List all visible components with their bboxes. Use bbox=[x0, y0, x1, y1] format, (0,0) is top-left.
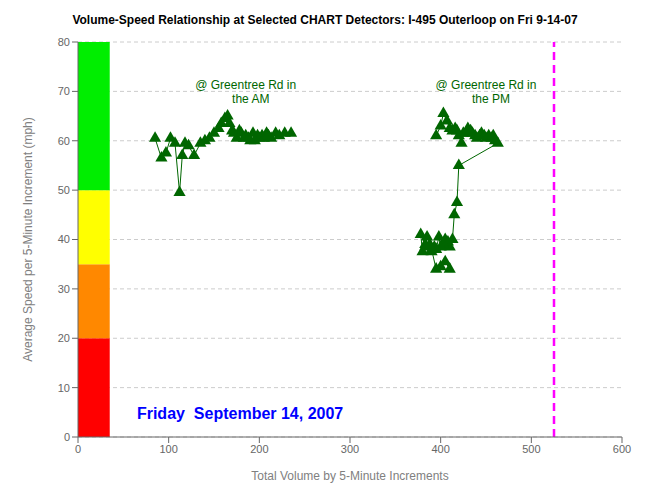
svg-text:@ Greentree Rd in the PM: @ Greentree Rd in the PM bbox=[436, 78, 537, 106]
svg-text:400: 400 bbox=[431, 443, 449, 455]
svg-text:0: 0 bbox=[75, 443, 81, 455]
svg-text:600: 600 bbox=[613, 443, 631, 455]
svg-text:300: 300 bbox=[341, 443, 359, 455]
svg-text:0: 0 bbox=[64, 431, 70, 443]
svg-text:70: 70 bbox=[58, 85, 70, 97]
html-text:Volume-Speed Relationship at S: Volume-Speed Relationship at Selected CH… bbox=[72, 13, 578, 27]
svg-text:100: 100 bbox=[159, 443, 177, 455]
svg-text:30: 30 bbox=[58, 283, 70, 295]
svg-text:Friday September 14, 2007: Friday September 14, 2007 bbox=[137, 405, 343, 422]
svg-text:@ Greentree Rd in the AM: @ Greentree Rd in the AM bbox=[195, 78, 296, 106]
svg-text:60: 60 bbox=[58, 135, 70, 147]
svg-text:80: 80 bbox=[58, 36, 70, 48]
svg-text:40: 40 bbox=[58, 233, 70, 245]
svg-text:Total Volume by 5-Minute Incre: Total Volume by 5-Minute Increments bbox=[251, 469, 448, 483]
svg-text:50: 50 bbox=[58, 184, 70, 196]
svg-text:10: 10 bbox=[58, 382, 70, 394]
svg-text:500: 500 bbox=[522, 443, 540, 455]
svg-text:20: 20 bbox=[58, 332, 70, 344]
svg-text:200: 200 bbox=[250, 443, 268, 455]
svg-text:Average Speed per 5-Minute Inc: Average Speed per 5-Minute Increment (mp… bbox=[21, 117, 35, 362]
